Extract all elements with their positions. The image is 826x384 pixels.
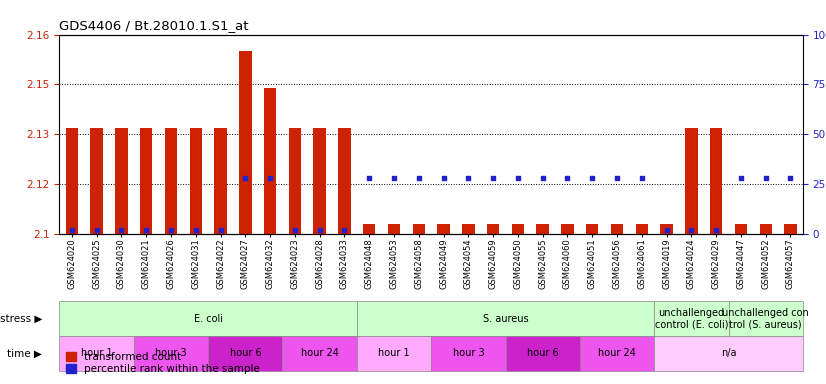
Bar: [314, 128, 325, 234]
Bar: [282, 336, 357, 371]
Point: [734, 175, 748, 181]
Point: [586, 175, 599, 181]
Bar: [240, 51, 251, 234]
Bar: [537, 224, 548, 234]
Point: [387, 175, 401, 181]
Bar: [610, 224, 623, 234]
Point: [462, 175, 475, 181]
Point: [140, 227, 153, 233]
Point: [660, 227, 673, 233]
Point: [710, 227, 723, 233]
Text: E. coli: E. coli: [193, 314, 223, 324]
Point: [65, 227, 78, 233]
Point: [759, 175, 772, 181]
Bar: [586, 224, 598, 234]
Point: [363, 175, 376, 181]
Text: unchallenged con
trol (S. aureus): unchallenged con trol (S. aureus): [722, 308, 809, 329]
Bar: [413, 224, 425, 234]
Point: [338, 227, 351, 233]
Point: [685, 227, 698, 233]
Point: [487, 175, 500, 181]
Bar: [685, 128, 697, 234]
Point: [189, 227, 202, 233]
Bar: [357, 336, 431, 371]
Bar: [654, 301, 729, 336]
Text: hour 24: hour 24: [301, 348, 339, 358]
Point: [511, 175, 525, 181]
Point: [313, 227, 326, 233]
Point: [263, 175, 277, 181]
Text: S. aureus: S. aureus: [482, 314, 529, 324]
Text: stress ▶: stress ▶: [0, 314, 42, 324]
Bar: [654, 336, 803, 371]
Bar: [580, 336, 654, 371]
Point: [288, 227, 301, 233]
Bar: [506, 336, 580, 371]
Point: [610, 175, 624, 181]
Bar: [134, 336, 208, 371]
Text: hour 3: hour 3: [155, 348, 187, 358]
Bar: [208, 336, 282, 371]
Point: [437, 175, 450, 181]
Bar: [463, 224, 474, 234]
Text: hour 6: hour 6: [527, 348, 558, 358]
Bar: [215, 128, 226, 234]
Text: hour 6: hour 6: [230, 348, 261, 358]
Bar: [164, 128, 177, 234]
Text: hour 24: hour 24: [598, 348, 636, 358]
Point: [90, 227, 103, 233]
Bar: [140, 128, 152, 234]
Text: n/a: n/a: [721, 348, 736, 358]
Text: unchallenged
control (E. coli): unchallenged control (E. coli): [655, 308, 728, 329]
Bar: [357, 301, 654, 336]
Legend: transformed count, percentile rank within the sample: transformed count, percentile rank withi…: [64, 351, 261, 375]
Bar: [487, 224, 499, 234]
Text: hour 3: hour 3: [453, 348, 484, 358]
Bar: [189, 128, 202, 234]
Bar: [363, 224, 375, 234]
Bar: [562, 224, 573, 234]
Text: GDS4406 / Bt.28010.1.S1_at: GDS4406 / Bt.28010.1.S1_at: [59, 19, 249, 32]
Text: hour 1: hour 1: [81, 348, 112, 358]
Bar: [115, 128, 127, 234]
Point: [164, 227, 178, 233]
Point: [239, 175, 252, 181]
Point: [214, 227, 227, 233]
Bar: [710, 128, 722, 234]
Bar: [438, 224, 449, 234]
Bar: [729, 301, 803, 336]
Bar: [289, 128, 301, 234]
Point: [784, 175, 797, 181]
Bar: [90, 128, 102, 234]
Bar: [66, 128, 78, 234]
Bar: [635, 224, 648, 234]
Bar: [661, 224, 672, 234]
Bar: [734, 224, 747, 234]
Point: [635, 175, 648, 181]
Bar: [264, 88, 276, 234]
Bar: [388, 224, 401, 234]
Bar: [339, 128, 350, 234]
Text: hour 1: hour 1: [378, 348, 410, 358]
Bar: [760, 224, 771, 234]
Point: [561, 175, 574, 181]
Point: [115, 227, 128, 233]
Bar: [512, 224, 524, 234]
Point: [412, 175, 425, 181]
Point: [536, 175, 549, 181]
Bar: [59, 301, 357, 336]
Text: time ▶: time ▶: [7, 348, 42, 358]
Bar: [59, 336, 134, 371]
Bar: [784, 224, 796, 234]
Bar: [431, 336, 506, 371]
